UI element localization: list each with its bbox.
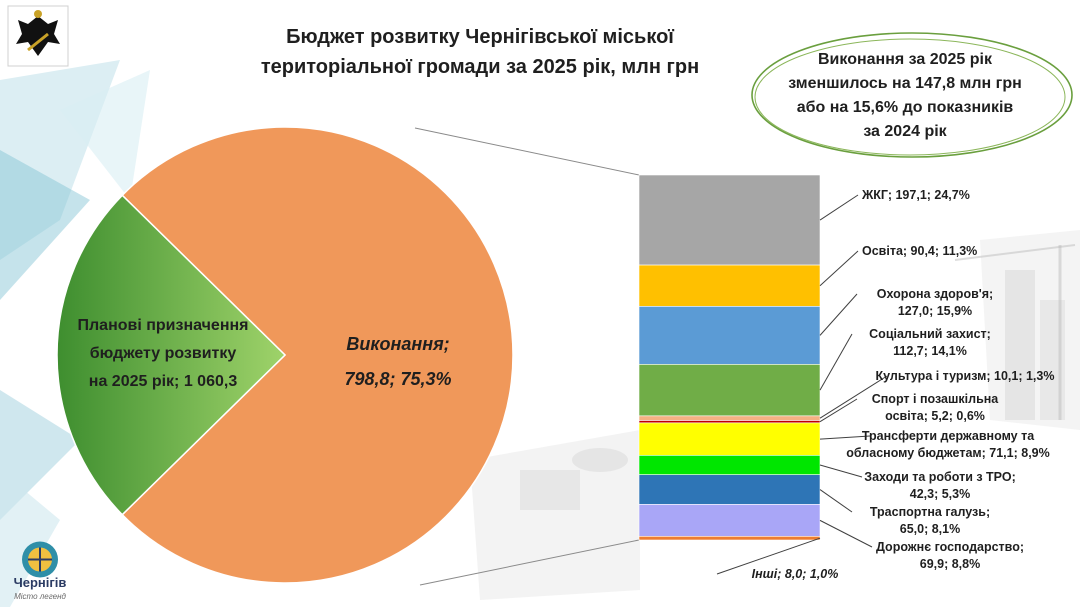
bar-leader-1: [819, 194, 859, 221]
bar-label-4-line2: 112,7; 14,1%: [893, 344, 967, 358]
bar-segment-1: [638, 174, 821, 266]
stacked-bar: [638, 174, 821, 541]
bar-leader-9: [819, 489, 853, 513]
page-title: Бюджет розвитку Чернігівської міської те…: [200, 22, 760, 82]
pie-chart: Виконання; 798,8; 75,3% Планові призначенн…: [56, 126, 514, 584]
note-oval-inner: [754, 38, 1066, 156]
connector-bottom: [419, 539, 640, 586]
note-line-4: за 2024 рік: [863, 123, 947, 140]
bar-label-5: Культура і туризм; 10,1; 1,3%: [876, 369, 1055, 383]
background-decoration: [0, 60, 1080, 607]
bar-label-9-line1: Траспортна галузь;: [870, 505, 990, 519]
pie-label-planned-line2: бюджету розвитку: [90, 345, 237, 362]
bar-segment-3: [638, 306, 821, 365]
bar-segment-2: [638, 264, 821, 307]
pie-label-planned: Планові призначення бюджету розвитку на 20…: [78, 317, 249, 390]
bar-segment-8: [638, 455, 821, 476]
bar-label-8: Заходи та роботи з ТРО; 42,3; 5,3%: [864, 470, 1016, 501]
city-logo-icon: [22, 541, 58, 578]
bar-label-10: Дорожнє господарство; 69,9; 8,8%: [876, 540, 1024, 571]
note-line-3: або на 15,6% до показників: [796, 99, 1014, 116]
bar-label-1-line1: ЖКГ; 197,1; 24,7%: [861, 188, 970, 202]
bar-label-11-line1: Інші; 8,0; 1,0%: [752, 567, 839, 581]
bar-segment-5: [638, 415, 821, 421]
bar-segment-9: [638, 474, 821, 505]
bar-leader-2: [819, 250, 859, 287]
bar-label-4: Соціальний захист; 112,7; 14,1%: [869, 327, 991, 358]
bar-label-7: Трансферти державному та обласному бюджет…: [846, 429, 1049, 460]
bar-leader-8: [819, 464, 863, 478]
bar-label-8-line2: 42,3; 5,3%: [910, 487, 970, 501]
note-line-1: Виконання за 2025 рік: [818, 51, 992, 68]
bar-label-10-line1: Дорожнє господарство;: [876, 540, 1024, 554]
bar-label-3-line1: Охорона здоров'я;: [877, 287, 993, 301]
bar-label-2-line1: Освіта; 90,4; 11,3%: [862, 244, 977, 258]
pie-label-planned-line3: на 2025 рік; 1 060,3: [89, 373, 238, 390]
bar-label-11: Інші; 8,0; 1,0%: [752, 567, 839, 581]
pie-to-bar-connectors: [414, 127, 640, 586]
pie-label-executed: Виконання; 798,8; 75,3%: [344, 334, 451, 389]
bar-label-7-line1: Трансферти державному та: [862, 429, 1035, 443]
pie-label-executed-line1: Виконання;: [346, 334, 449, 354]
bar-label-4-line1: Соціальний захист;: [869, 327, 991, 341]
bar-leader-10: [819, 519, 873, 548]
note-line-2: зменшилось на 147,8 млн грн: [788, 75, 1022, 92]
pie-label-executed-line2: 798,8; 75,3%: [344, 369, 451, 389]
bar-leader-3: [819, 293, 858, 336]
bar-label-3: Охорона здоров'я; 127,0; 15,9%: [877, 287, 993, 318]
bar-segment-6: [638, 420, 821, 424]
bar-label-2: Освіта; 90,4; 11,3%: [862, 244, 977, 258]
bar-label-9-line2: 65,0; 8,1%: [900, 522, 960, 536]
bar-segment-4: [638, 364, 821, 417]
bar-leader-4: [819, 333, 853, 391]
city-slogan: Місто легенд: [14, 592, 66, 601]
title-line-1: Бюджет розвитку Чернігівської міської: [286, 26, 674, 48]
title-line-2: територіальної громади за 2025 рік, млн …: [260, 56, 700, 78]
bar-label-6: Спорт і позашкільна освіта; 5,2; 0,6%: [872, 392, 1000, 423]
bar-segment-11: [638, 536, 821, 541]
bar-label-8-line1: Заходи та роботи з ТРО;: [864, 470, 1016, 484]
bar-leader-7: [819, 435, 871, 440]
bar-label-6-line1: Спорт і позашкільна: [872, 392, 1000, 406]
bar-label-3-line2: 127,0; 15,9%: [898, 304, 972, 318]
pie-slice-executed: [121, 126, 514, 584]
pie-label-planned-line1: Планові призначення: [78, 317, 249, 334]
pie-slice-planned: [56, 194, 287, 516]
note-oval: [751, 32, 1073, 158]
bar-label-7-line2: обласному бюджетам; 71,1; 8,9%: [846, 446, 1049, 460]
bar-segment-7: [638, 422, 821, 456]
bar-leader-5: [819, 375, 888, 419]
coat-of-arms-icon: [7, 5, 69, 67]
bar-segment-10: [638, 504, 821, 537]
connector-top: [414, 127, 640, 176]
bar-leader-6: [819, 398, 858, 423]
bar-label-1: ЖКГ; 197,1; 24,7%: [861, 188, 970, 202]
bar-label-5-line1: Культура і туризм; 10,1; 1,3%: [876, 369, 1055, 383]
execution-note: Виконання за 2025 рік зменшилось на 147,…: [770, 48, 1040, 144]
bar-leader-11: [716, 537, 821, 575]
bar-labels: ЖКГ; 197,1; 24,7% Освіта; 90,4; 11,3% Охор…: [716, 188, 1055, 581]
bar-label-9: Траспортна галузь; 65,0; 8,1%: [870, 505, 990, 536]
bar-label-6-line2: освіта; 5,2; 0,6%: [885, 409, 985, 423]
bar-label-10-line2: 69,9; 8,8%: [920, 557, 980, 571]
city-name: Чернігів: [13, 575, 67, 590]
